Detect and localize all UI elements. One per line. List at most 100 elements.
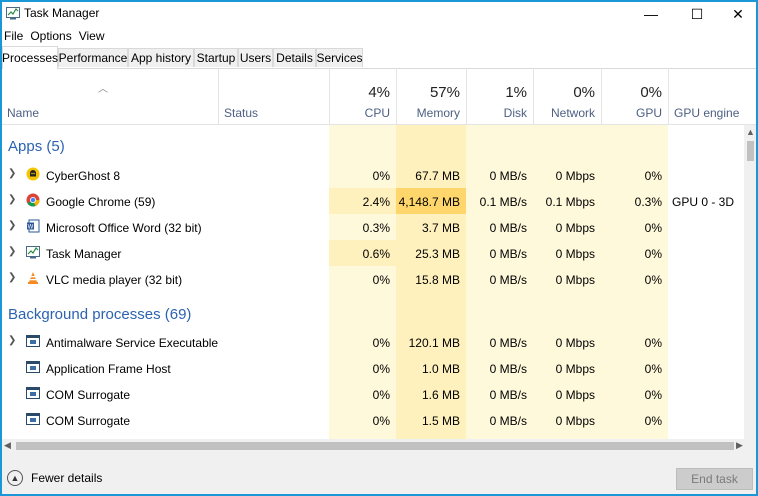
scroll-right-icon[interactable]: ▶: [736, 440, 743, 450]
menu-bar: File Options View: [2, 26, 110, 46]
process-row[interactable]: ❯ Antimalware Service Executable 0% 120.…: [2, 329, 744, 355]
scroll-up-icon[interactable]: ▲: [746, 127, 755, 137]
menu-view[interactable]: View: [78, 29, 105, 43]
tab-performance[interactable]: Performance: [58, 48, 128, 67]
process-name: Antimalware Service Executable: [46, 336, 219, 350]
menu-options[interactable]: Options: [30, 29, 72, 43]
svg-text:W: W: [28, 224, 34, 230]
col-memory-header[interactable]: 57% Memory: [396, 68, 466, 124]
memory-value: 67.7 MB: [415, 169, 460, 183]
process-name: COM Surrogate: [46, 414, 131, 428]
vertical-scrollbar[interactable]: ▲: [744, 125, 756, 439]
cpu-value: 2.4%: [329, 188, 396, 214]
disk-total-percent: 1%: [505, 84, 527, 101]
group-header-apps: Apps (5): [2, 133, 744, 159]
col-gpu-engine-header[interactable]: GPU engine: [668, 68, 756, 124]
tab-services[interactable]: Services: [316, 48, 363, 67]
gpu-value: 0.3%: [634, 195, 662, 209]
chrome-icon: [26, 193, 40, 207]
service-window-icon: [26, 413, 40, 425]
cpu-column-tint: [329, 125, 396, 439]
gpu-value: 0%: [644, 336, 662, 350]
memory-value: 120.1 MB: [408, 336, 460, 350]
gpu-value: 0%: [644, 388, 662, 402]
disk-value: 0 MB/s: [489, 221, 527, 235]
disk-value: 0.1 MB/s: [479, 195, 527, 209]
tab-details[interactable]: Details: [273, 48, 316, 67]
col-status-label: Status: [224, 106, 259, 120]
apps-group-title: Apps (5): [8, 138, 65, 155]
col-gpu-header[interactable]: 0% GPU: [601, 68, 668, 124]
col-disk-header[interactable]: 1% Disk: [466, 68, 533, 124]
network-value: 0 Mbps: [555, 221, 595, 235]
cpu-value: 0%: [372, 169, 390, 183]
horizontal-scrollbar[interactable]: ◀ ▶: [2, 439, 756, 453]
gpu-value: 0%: [644, 362, 662, 376]
process-row[interactable]: ❯ W Microsoft Office Word (32 bit) 0.3% …: [2, 214, 744, 240]
tab-processes[interactable]: Processes: [2, 46, 58, 69]
vertical-scroll-thumb[interactable]: [747, 141, 754, 161]
process-row[interactable]: Application Frame Host 0% 1.0 MB 0 MB/s …: [2, 355, 744, 381]
process-row[interactable]: ❯ Google Chrome (59) 2.4% 4,148.7 MB 0.1…: [2, 188, 744, 214]
network-column-tint: [533, 125, 601, 439]
col-status-header[interactable]: Status: [218, 68, 329, 124]
process-row[interactable]: ❯ Task Manager 0.6% 25.3 MB 0 MB/s 0 Mbp…: [2, 240, 744, 266]
network-value: 0.1 Mbps: [545, 195, 595, 209]
expand-chevron-icon[interactable]: ❯: [8, 220, 17, 231]
fewer-details-button[interactable]: ▲ Fewer details: [7, 470, 102, 486]
column-header: ︿ Name Status 4% CPU 57% Memory 1% Disk …: [2, 68, 756, 125]
window-title: Task Manager: [24, 6, 100, 20]
maximize-button[interactable]: ☐: [690, 5, 704, 22]
scroll-left-icon[interactable]: ◀: [4, 440, 11, 450]
service-window-icon: [26, 361, 40, 373]
disk-value: 0 MB/s: [489, 336, 527, 350]
expand-chevron-icon[interactable]: ❯: [8, 335, 17, 346]
memory-value: 1.0 MB: [421, 362, 460, 376]
col-gpu-label: GPU: [635, 106, 662, 120]
process-name: Task Manager: [46, 247, 122, 261]
col-network-header[interactable]: 0% Network: [533, 68, 601, 124]
cpu-total-percent: 4%: [368, 84, 390, 101]
end-task-button[interactable]: End task: [676, 468, 753, 490]
process-row[interactable]: ❯ VLC media player (32 bit) 0% 15.8 MB 0…: [2, 266, 744, 292]
horizontal-scroll-thumb[interactable]: [16, 442, 734, 450]
col-name-header[interactable]: ︿ Name: [2, 68, 218, 124]
col-cpu-header[interactable]: 4% CPU: [329, 68, 396, 124]
minimize-button[interactable]: —: [644, 6, 658, 22]
expand-chevron-icon[interactable]: ❯: [8, 168, 17, 179]
process-name: Microsoft Office Word (32 bit): [46, 221, 202, 235]
col-cpu-label: CPU: [364, 106, 390, 120]
service-window-icon: [26, 387, 40, 399]
expand-chevron-icon[interactable]: ❯: [8, 272, 17, 283]
cpu-value: 0%: [372, 336, 390, 350]
col-memory-label: Memory: [416, 106, 460, 120]
task-manager-app-icon: [6, 7, 20, 20]
expand-chevron-icon[interactable]: ❯: [8, 246, 17, 257]
gpu-value: 0%: [644, 169, 662, 183]
memory-column-tint: [396, 125, 466, 439]
close-button[interactable]: ✕: [732, 5, 744, 22]
gpu-value: 0%: [644, 247, 662, 261]
process-name: COM Surrogate: [46, 388, 131, 402]
background-group-title: Background processes (69): [8, 306, 192, 323]
task-manager-icon: [26, 246, 40, 259]
network-total-percent: 0%: [573, 84, 595, 101]
memory-value: 3.7 MB: [421, 221, 460, 235]
tab-startup[interactable]: Startup: [194, 48, 238, 67]
disk-value: 0 MB/s: [489, 388, 527, 402]
process-name: VLC media player (32 bit): [46, 273, 183, 287]
process-row[interactable]: COM Surrogate 0% 1.5 MB 0 MB/s 0 Mbps 0%: [2, 407, 744, 433]
disk-value: 0 MB/s: [489, 247, 527, 261]
tab-users[interactable]: Users: [238, 48, 273, 67]
process-name: Google Chrome (59): [46, 195, 156, 209]
menu-file[interactable]: File: [4, 29, 24, 43]
vlc-icon: [28, 272, 38, 284]
memory-value: 1.5 MB: [421, 414, 460, 428]
network-value: 0 Mbps: [555, 169, 595, 183]
group-header-background: Background processes (69): [2, 301, 744, 327]
gpu-engine-value: GPU 0 - 3D: [672, 195, 735, 209]
process-row[interactable]: ❯ CyberGhost 8 0% 67.7 MB 0 MB/s 0 Mbps …: [2, 162, 744, 188]
tab-app-history[interactable]: App history: [128, 48, 194, 67]
expand-chevron-icon[interactable]: ❯: [8, 194, 17, 205]
process-row[interactable]: COM Surrogate 0% 1.6 MB 0 MB/s 0 Mbps 0%: [2, 381, 744, 407]
